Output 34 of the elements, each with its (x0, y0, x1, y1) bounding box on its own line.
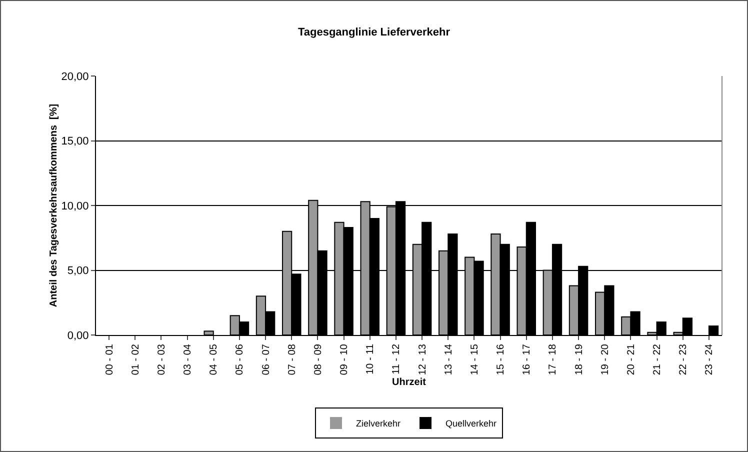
x-tick-label: 16 - 17 (522, 344, 533, 376)
y-tick-label: 0,00 (67, 330, 89, 342)
x-tick-label: 13 - 14 (443, 344, 454, 376)
x-tick-label: 17 - 18 (548, 344, 559, 376)
x-tick-label: 20 - 21 (626, 344, 637, 376)
x-tick-label: 22 - 23 (678, 344, 690, 376)
y-tick-label: 5,00 (67, 265, 89, 278)
x-tick-label: 00 - 01 (104, 344, 116, 376)
x-tick-label: 07 - 08 (286, 344, 298, 376)
x-tick-label: 10 - 11 (365, 344, 376, 374)
x-tick-label: 08 - 09 (312, 344, 324, 376)
x-axis-title: Uhrzeit (392, 377, 427, 388)
x-tick-label: 02 - 03 (156, 344, 168, 376)
x-tick-label: 21 - 22 (652, 344, 664, 376)
x-tick-label: 15 - 16 (496, 344, 507, 376)
x-tick-label: 03 - 04 (182, 344, 194, 376)
x-tick-label: 14 - 15 (469, 344, 480, 376)
x-tick-label: 19 - 20 (600, 344, 611, 376)
y-tick-label: 15,00 (61, 136, 89, 148)
x-tick-label: 11 - 12 (391, 344, 402, 374)
y-axis-title: Anteil des Tagesverkehrsaufkommens [%] (48, 104, 60, 308)
y-tick-label: 10,00 (61, 200, 89, 212)
x-tick-label: 05 - 06 (234, 344, 246, 376)
y-tick-label: 20,00 (61, 70, 89, 83)
x-tick-label: 04 - 05 (208, 344, 220, 376)
x-tick-label: 09 - 10 (339, 344, 350, 376)
legend-label: Zielverkehr (356, 418, 401, 429)
legend-label: Quellverkehr (446, 418, 497, 429)
x-tick-label: 23 - 24 (704, 344, 716, 376)
x-tick-label: 12 - 13 (417, 344, 428, 376)
x-tick-label: 01 - 02 (130, 344, 142, 376)
x-tick-label: 18 - 19 (574, 344, 585, 376)
x-tick-label: 06 - 07 (260, 344, 272, 376)
chart-title: Tagesganglinie Lieferverkehr (298, 26, 451, 39)
